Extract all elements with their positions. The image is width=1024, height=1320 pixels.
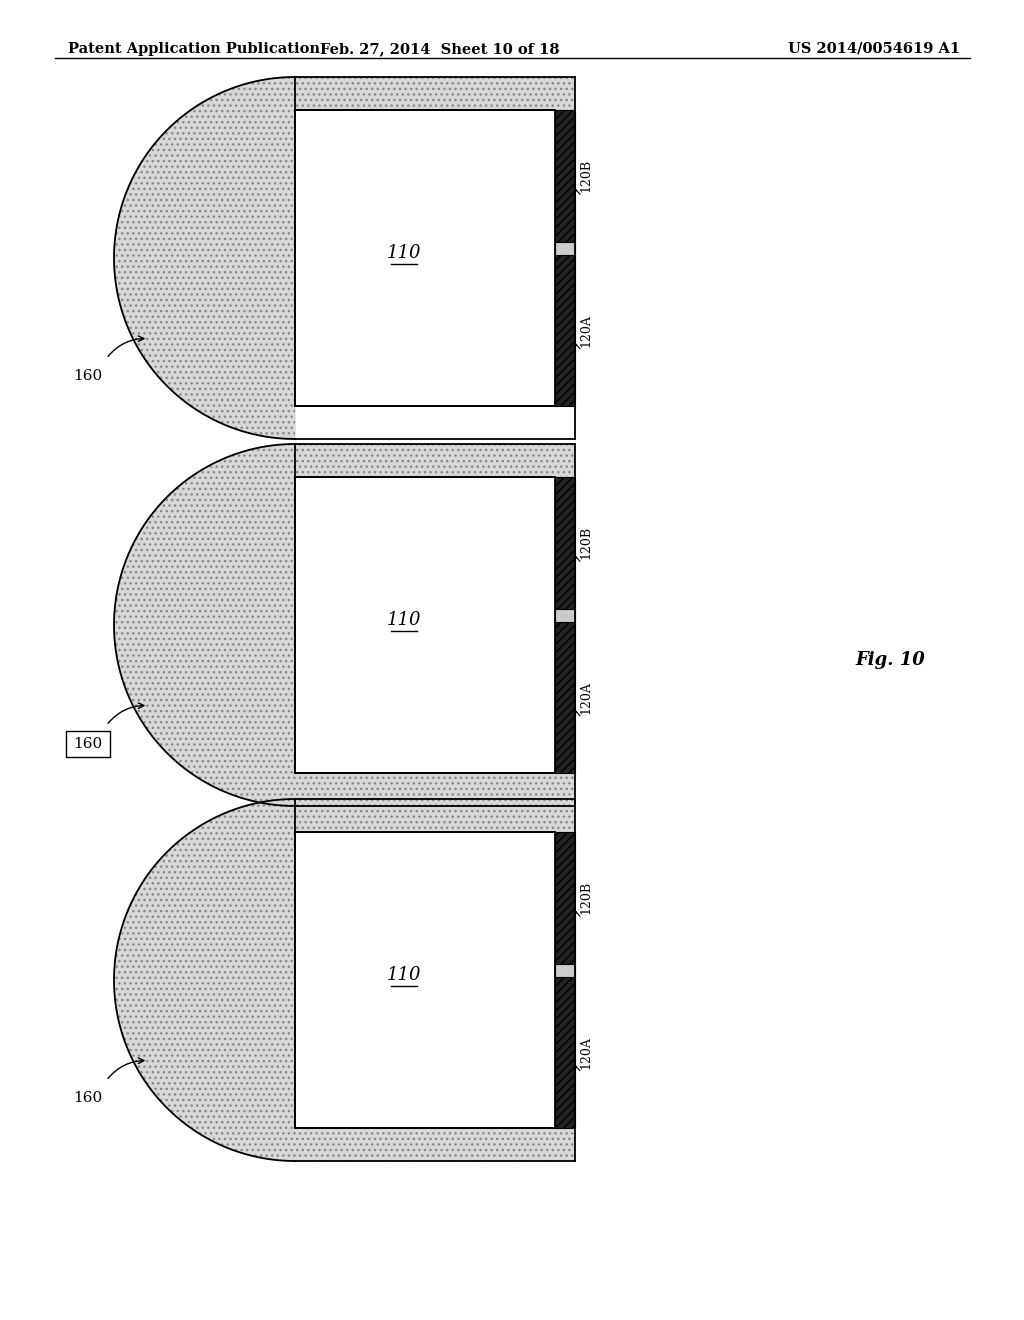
Text: 120A: 120A [579, 314, 592, 347]
Text: 110: 110 [387, 244, 422, 261]
Bar [295, 799, 575, 832]
Text: 160: 160 [74, 370, 102, 384]
Text: 110: 110 [387, 611, 422, 630]
Bar [555, 242, 575, 255]
Polygon shape [114, 799, 295, 1162]
Bar [295, 110, 555, 407]
Text: Feb. 27, 2014  Sheet 10 of 18: Feb. 27, 2014 Sheet 10 of 18 [321, 42, 560, 55]
Bar [295, 774, 575, 807]
Text: 120A: 120A [579, 1036, 592, 1069]
FancyBboxPatch shape [67, 730, 111, 756]
Polygon shape [114, 77, 295, 440]
Bar [555, 977, 575, 1129]
Bar [555, 832, 575, 964]
Bar [295, 77, 575, 110]
Bar [295, 444, 575, 477]
Bar [295, 774, 575, 807]
Bar [555, 964, 575, 977]
Bar [555, 609, 575, 622]
Bar [295, 1129, 575, 1162]
Text: 160: 160 [74, 737, 102, 751]
Bar [555, 477, 575, 609]
Polygon shape [114, 444, 295, 807]
Text: 120B: 120B [579, 527, 592, 560]
Text: 120A: 120A [579, 681, 592, 714]
Bar [295, 444, 575, 477]
Bar [295, 77, 575, 110]
Bar [555, 622, 575, 774]
Bar [295, 477, 555, 774]
Bar [555, 255, 575, 407]
Text: Fig. 10: Fig. 10 [855, 651, 925, 669]
Text: 120B: 120B [579, 160, 592, 193]
Bar [295, 832, 555, 1129]
Bar [555, 110, 575, 242]
Text: 110: 110 [387, 966, 422, 983]
Bar [295, 799, 575, 832]
Text: 160: 160 [74, 1092, 102, 1106]
Text: US 2014/0054619 A1: US 2014/0054619 A1 [787, 42, 961, 55]
Bar [295, 1129, 575, 1162]
Text: Patent Application Publication: Patent Application Publication [68, 42, 319, 55]
Text: 120B: 120B [579, 882, 592, 915]
